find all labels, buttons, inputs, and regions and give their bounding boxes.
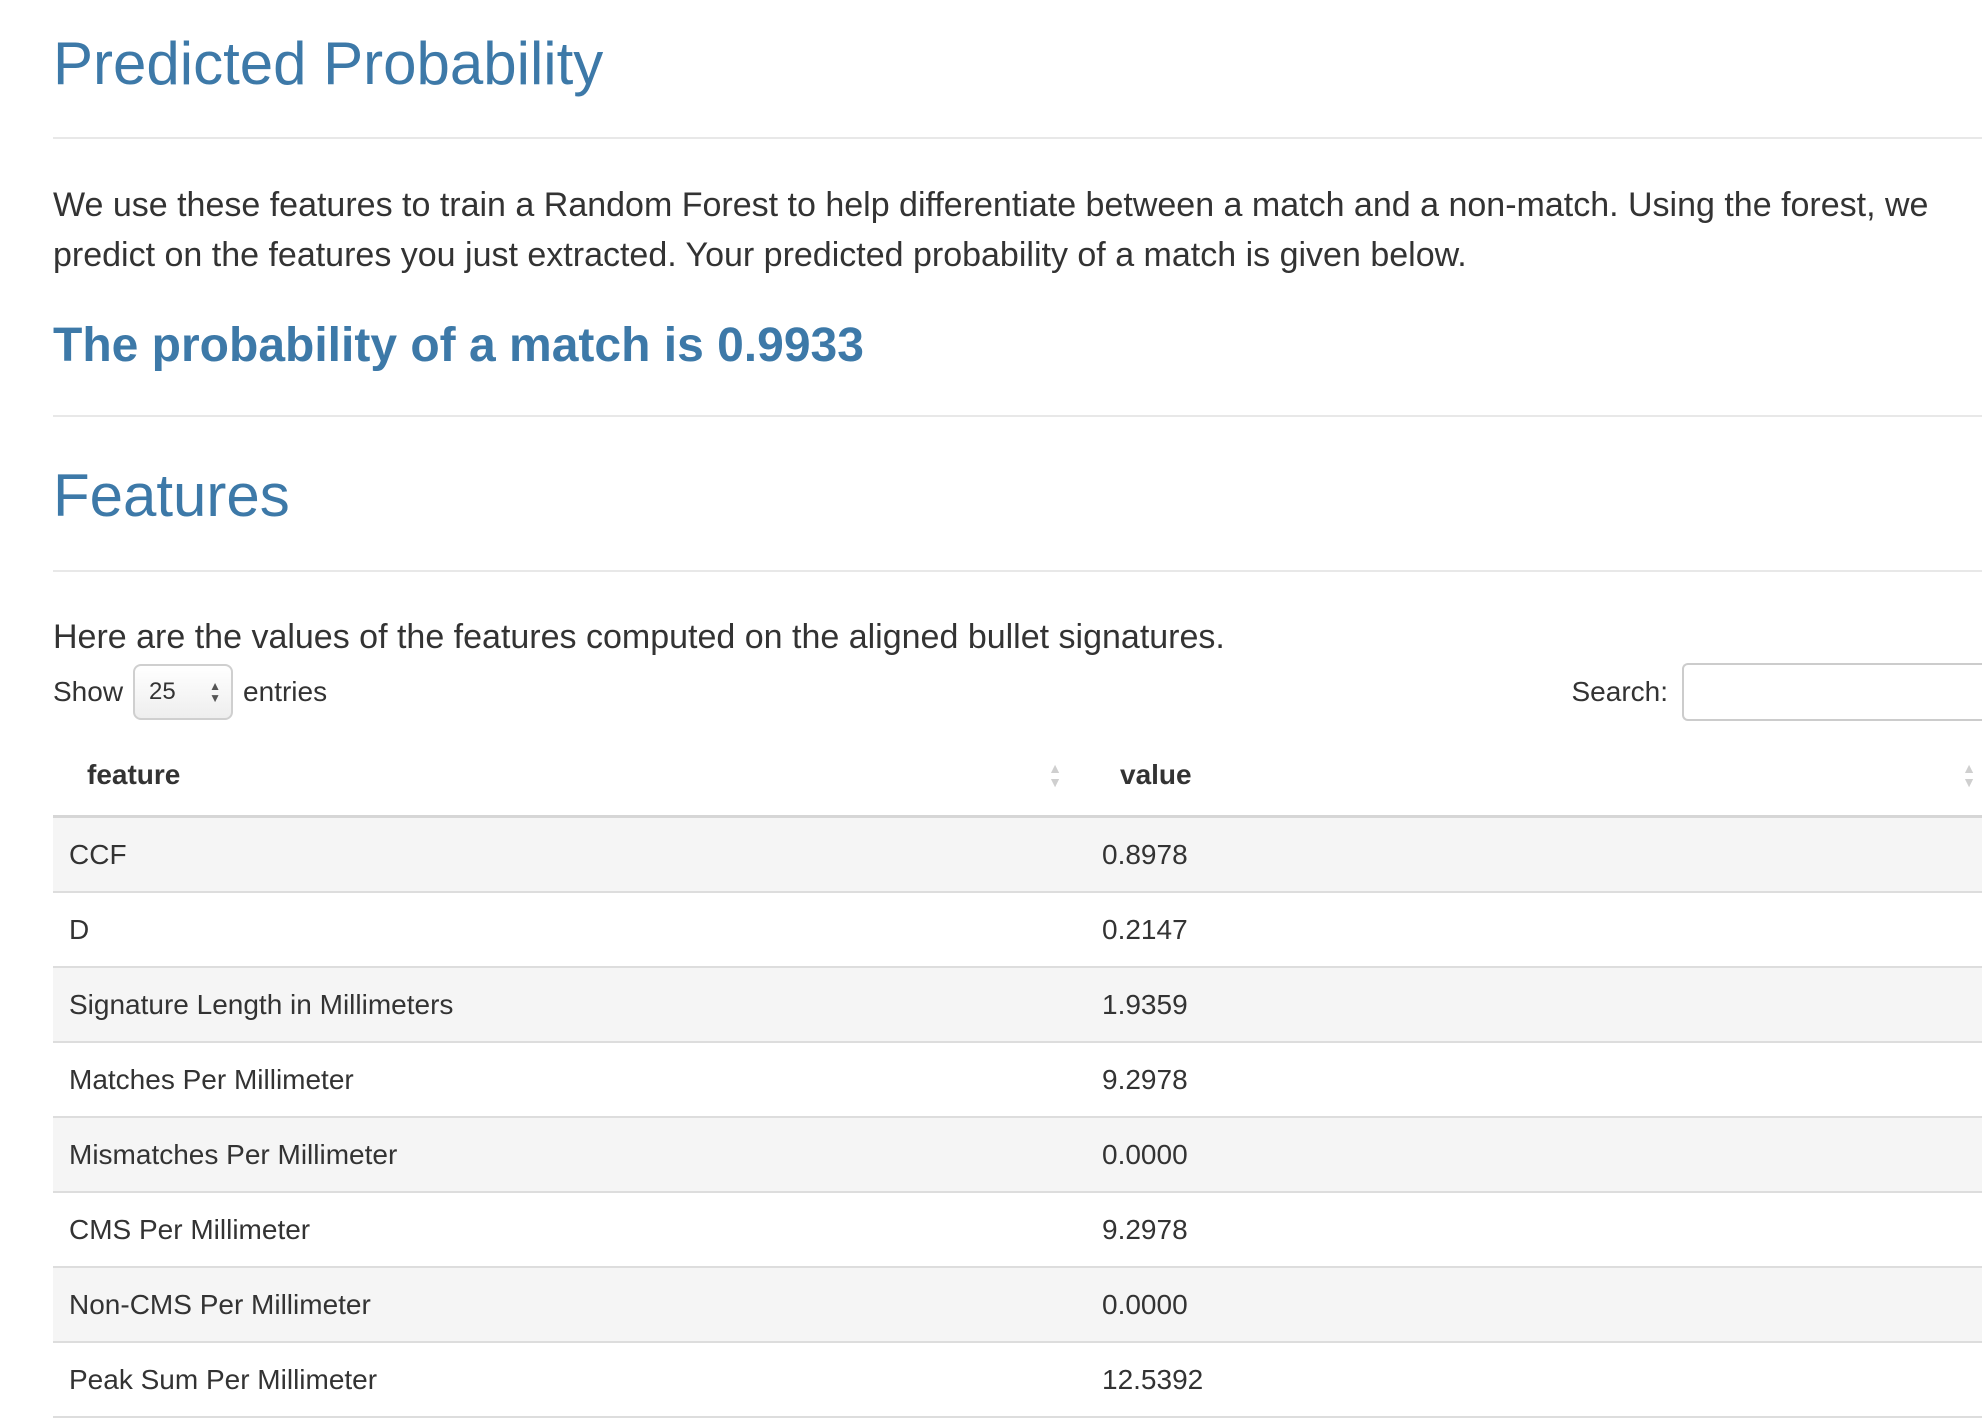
feature-cell: D	[53, 892, 1068, 968]
feature-cell: Signature Length in Millimeters	[53, 967, 1068, 1043]
probability-result: The probability of a match is 0.9933	[53, 319, 864, 372]
value-cell: 0.0000	[1068, 1117, 1982, 1193]
table-row: CMS Per Millimeter 9.2978	[53, 1192, 1982, 1268]
value-cell: 0.0000	[1068, 1267, 1982, 1343]
intro-paragraph: We use these features to train a Random …	[53, 186, 1929, 274]
table-row: Signature Length in Millimeters 1.9359	[53, 967, 1982, 1043]
search-label: Search:	[1571, 676, 1669, 707]
column-header-feature[interactable]: feature ▲ ▼	[53, 735, 1068, 818]
page-length-select[interactable]: 25 ▲ ▼	[133, 664, 234, 720]
value-cell: 0.8978	[1068, 816, 1982, 893]
sort-icon: ▲ ▼	[1962, 760, 1976, 790]
feature-cell: CCF	[53, 816, 1068, 893]
value-cell: 9.2978	[1068, 1042, 1982, 1118]
search-control: Search:	[1572, 662, 1982, 722]
features-description: Here are the values of the features comp…	[53, 618, 1225, 656]
entries-label: entries	[243, 676, 328, 707]
value-cell: 12.5392	[1068, 1342, 1982, 1418]
value-cell: 0.2147	[1068, 892, 1982, 968]
divider	[53, 137, 1982, 139]
table-row: Non-CMS Per Millimeter 0.0000	[53, 1267, 1982, 1343]
features-table: feature ▲ ▼ value ▲ ▼ CCF 0.8978	[53, 735, 1982, 1418]
table-header-row: feature ▲ ▼ value ▲ ▼	[53, 735, 1982, 818]
page-length-control: Show 25 ▲ ▼ entries	[53, 662, 327, 722]
features-title: Features	[53, 462, 290, 529]
page-title: Predicted Probability	[53, 30, 604, 97]
feature-cell: Peak Sum Per Millimeter	[53, 1342, 1068, 1418]
features-table-wrapper: feature ▲ ▼ value ▲ ▼ CCF 0.8978	[53, 735, 1982, 1418]
feature-cell: Mismatches Per Millimeter	[53, 1117, 1068, 1193]
table-row: Matches Per Millimeter 9.2978	[53, 1042, 1982, 1118]
feature-cell: Matches Per Millimeter	[53, 1042, 1068, 1118]
sort-icon: ▲ ▼	[1048, 760, 1062, 790]
table-controls: Show 25 ▲ ▼ entries Search:	[53, 662, 1982, 722]
table-row: Mismatches Per Millimeter 0.0000	[53, 1117, 1982, 1193]
column-header-value[interactable]: value ▲ ▼	[1068, 735, 1982, 818]
feature-cell: Non-CMS Per Millimeter	[53, 1267, 1068, 1343]
feature-cell: CMS Per Millimeter	[53, 1192, 1068, 1268]
divider	[53, 570, 1982, 572]
select-arrows-icon: ▲ ▼	[209, 679, 222, 705]
page-length-value: 25	[149, 678, 176, 705]
divider	[53, 415, 1982, 417]
show-label: Show	[53, 676, 124, 707]
table-row: D 0.2147	[53, 892, 1982, 968]
search-input[interactable]	[1682, 663, 1982, 721]
value-cell: 1.9359	[1068, 967, 1982, 1043]
table-row: CCF 0.8978	[53, 816, 1982, 893]
value-cell: 9.2978	[1068, 1192, 1982, 1268]
table-row: Peak Sum Per Millimeter 12.5392	[53, 1342, 1982, 1418]
